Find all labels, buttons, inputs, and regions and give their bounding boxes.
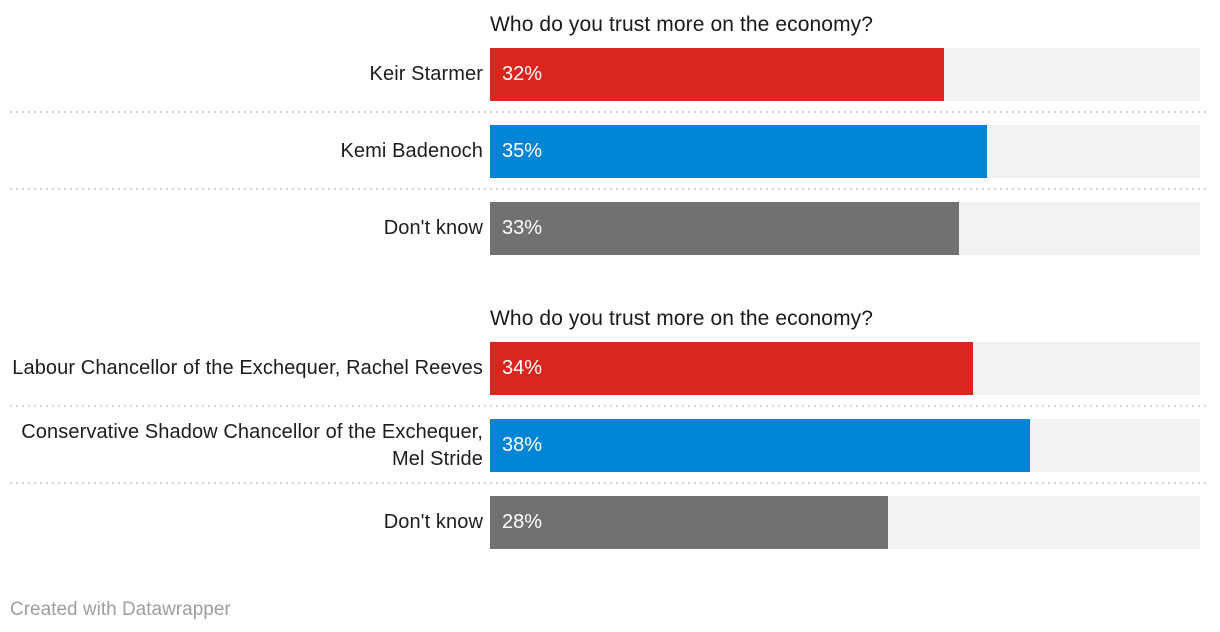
row-label: Don't know <box>0 202 483 255</box>
bar-row: Keir Starmer 32% <box>0 48 1220 101</box>
bar-value-label: 35% <box>502 140 543 162</box>
bar-value-label: 33% <box>502 217 543 239</box>
row-separator <box>10 405 1208 407</box>
row-separator <box>10 482 1208 484</box>
bar-row: Labour Chancellor of the Exchequer, Rach… <box>0 342 1220 395</box>
bar: 33% <box>490 202 959 255</box>
bar-row: Kemi Badenoch 35% <box>0 125 1220 178</box>
row-label-text: Labour Chancellor of the Exchequer, Rach… <box>12 357 483 379</box>
bar-track: 35% <box>490 125 1200 178</box>
bar: 38% <box>490 419 1030 472</box>
row-label-text: Don't know <box>383 217 483 239</box>
bar-row: Don't know 33% <box>0 202 1220 255</box>
bar-track: 34% <box>490 342 1200 395</box>
row-label-text: Kemi Badenoch <box>340 140 483 162</box>
row-label: Kemi Badenoch <box>0 125 483 178</box>
bar: 34% <box>490 342 973 395</box>
row-separator <box>10 111 1208 113</box>
row-label-text: Keir Starmer <box>369 63 483 85</box>
row-separator <box>10 188 1208 190</box>
group-title: Who do you trust more on the economy? <box>490 307 874 330</box>
row-label-text: Don't know <box>383 511 483 533</box>
row-label: Don't know <box>0 496 483 549</box>
bar-value-label: 38% <box>502 434 543 456</box>
datawrapper-credit-link[interactable]: Created with Datawrapper <box>10 599 231 620</box>
bar-track: 38% <box>490 419 1200 472</box>
bar-row: Don't know 28% <box>0 496 1220 549</box>
row-label: Conservative Shadow Chancellor of the Ex… <box>0 419 483 472</box>
bar-value-label: 34% <box>502 357 543 379</box>
bar: 35% <box>490 125 987 178</box>
group-title: Who do you trust more on the economy? <box>490 13 874 36</box>
row-label-text: Conservative Shadow Chancellor of the Ex… <box>21 420 483 470</box>
bar-track: 28% <box>490 496 1200 549</box>
bar: 32% <box>490 48 945 101</box>
bar-row: Conservative Shadow Chancellor of the Ex… <box>0 419 1220 472</box>
bar-value-label: 32% <box>502 63 543 85</box>
bar-value-label: 28% <box>502 511 543 533</box>
bar: 28% <box>490 496 888 549</box>
row-label: Labour Chancellor of the Exchequer, Rach… <box>0 342 483 395</box>
bar-track: 33% <box>490 202 1200 255</box>
row-label: Keir Starmer <box>0 48 483 101</box>
bar-track: 32% <box>490 48 1200 101</box>
